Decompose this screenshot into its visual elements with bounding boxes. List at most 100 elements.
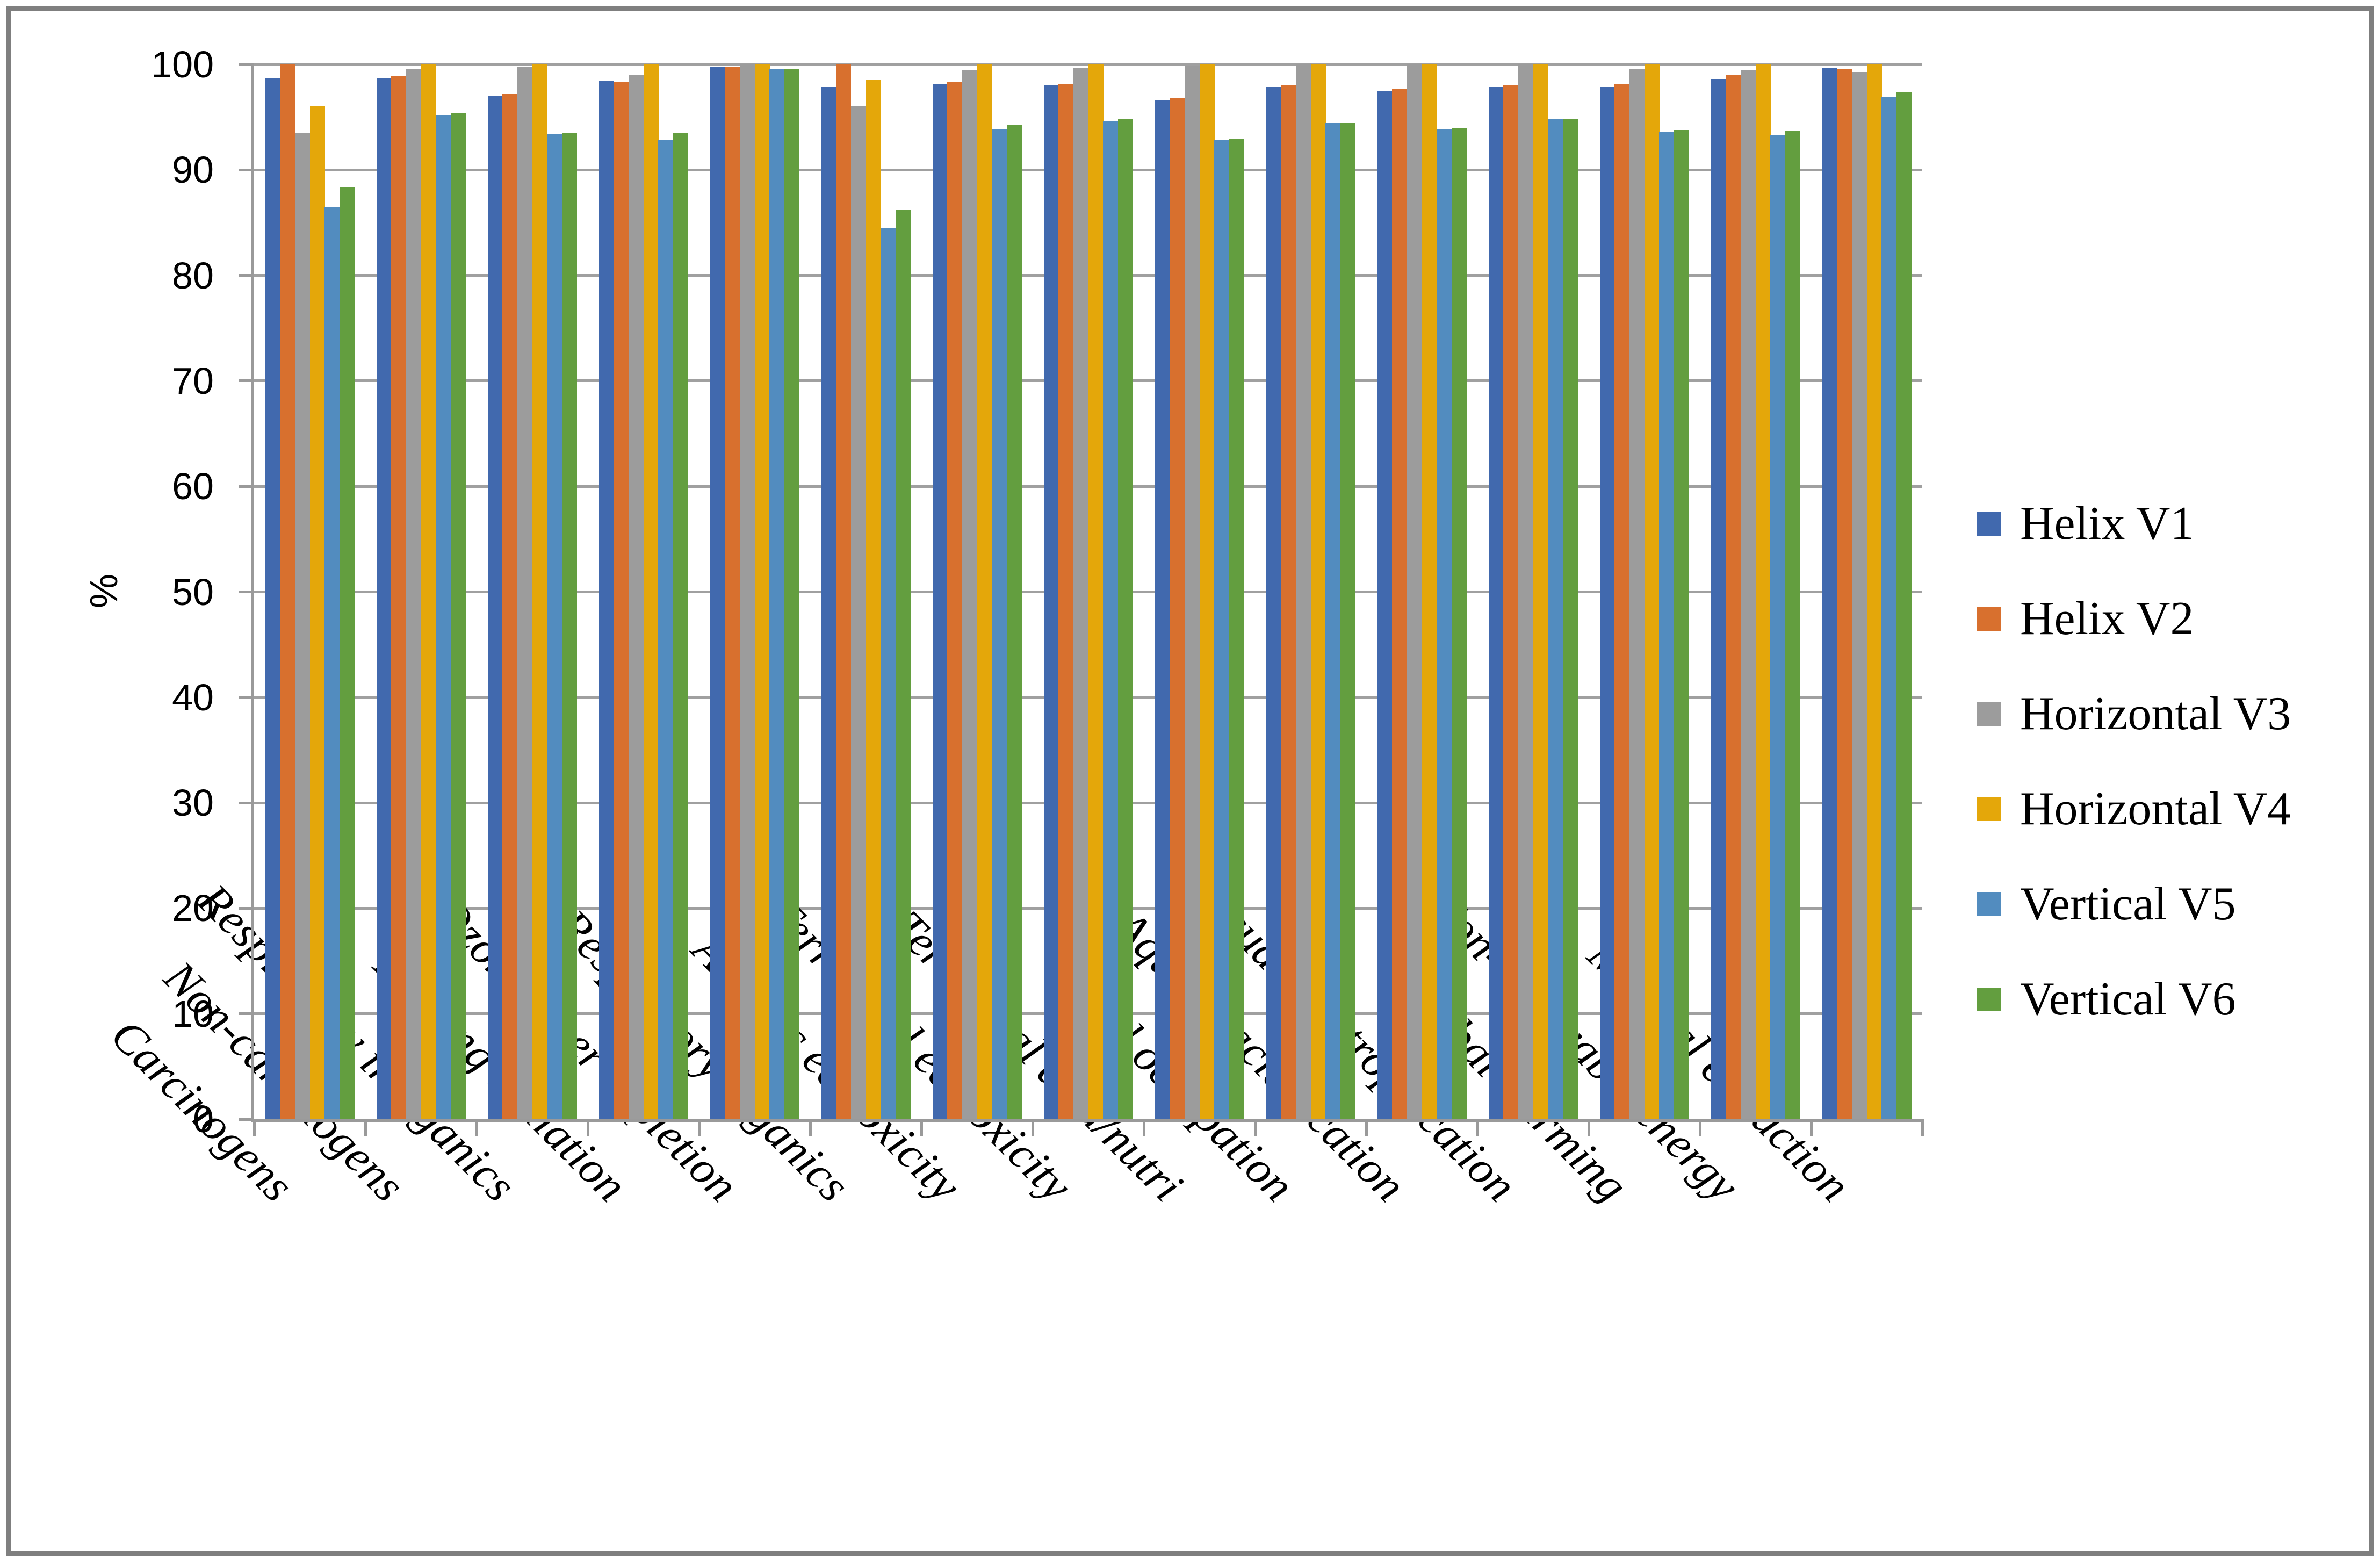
bar-helix-v1-mineral-extraction [1822,67,1837,1119]
bar-helix-v1-terrestrial-ecotoxicity [1043,85,1059,1119]
bar-vertical-v5-terrestrial-ecotoxicity [1103,121,1119,1119]
y-tick-30 [239,801,254,804]
x-tick-15 [1921,1119,1924,1136]
legend-marker-helix-v1 [1977,512,2001,536]
y-tick-100 [239,63,254,66]
legend-marker-horizontal-v4 [1977,797,2001,821]
bar-vertical-v6-ionizing-radiation [673,133,688,1119]
bar-horizontal-v4-aquatic-acidification [1422,64,1437,1119]
y-tick-label-70: 70 [172,359,214,402]
bar-vertical-v5-aquatic-acidification [1437,128,1452,1119]
bar-helix-v1-non-carcinogens [376,78,392,1119]
x-tick-0 [253,1119,256,1136]
bar-helix-v1-aquatic-ecotoxicity [932,84,948,1119]
y-tick-label-0: 0 [193,1098,214,1140]
bar-vertical-v6-mineral-extraction [1896,92,1912,1119]
bar-horizontal-v4-terrestrial-ecotoxicity [1088,64,1104,1119]
bar-helix-v2-aquatic-acidification [1392,89,1408,1119]
bar-vertical-v5-carcinogens [324,207,340,1119]
bar-vertical-v6-ozone-layer-depletion [784,68,799,1119]
y-tick-60 [239,485,254,488]
bar-vertical-v5-ionizing-radiation [658,140,674,1119]
bar-horizontal-v3-non-carcinogens [406,68,421,1119]
bar-helix-v1-ionizing-radiation [598,81,614,1119]
bar-horizontal-v4-non-renewable-energy [1755,64,1771,1119]
legend-label-horizontal-v4: Horizontal V4 [2020,783,2291,835]
bar-helix-v1-respiratory-inorganics [487,96,503,1119]
bar-horizontal-v4-carcinogens [309,105,325,1119]
bar-vertical-v5-terrestrial-acid-nutri [1214,140,1230,1119]
bar-helix-v2-ozone-layer-depletion [725,66,740,1119]
x-tick-7 [1031,1119,1034,1136]
bar-vertical-v5-non-renewable-energy [1770,135,1786,1119]
legend-label-vertical-v6: Vertical V6 [2020,973,2236,1025]
bar-helix-v2-global-warming [1614,84,1630,1119]
bar-vertical-v6-aquatic-eutrophication [1562,119,1578,1119]
bar-vertical-v5-respiratory-inorganics [547,134,562,1119]
bar-vertical-v5-non-carcinogens [436,115,451,1119]
bar-vertical-v6-respiratory-organics [895,210,911,1119]
bar-helix-v2-terrestrial-ecotoxicity [1058,84,1074,1119]
x-tick-1 [364,1119,367,1136]
y-tick-80 [239,274,254,277]
x-tick-8 [1142,1119,1145,1136]
x-tick-11 [1476,1119,1479,1136]
y-tick-label-30: 30 [172,782,214,824]
y-tick-20 [239,906,254,910]
bar-helix-v2-mineral-extraction [1837,68,1852,1119]
y-tick-40 [239,696,254,699]
bar-vertical-v6-respiratory-inorganics [561,133,577,1119]
bar-helix-v2-carcinogens [280,64,295,1119]
bar-horizontal-v3-respiratory-inorganics [517,66,532,1119]
bar-horizontal-v3-ozone-layer-depletion [739,64,755,1119]
bar-helix-v2-terrestrial-acid-nutri [1170,98,1185,1119]
bar-horizontal-v3-global-warming [1629,68,1645,1119]
bar-helix-v2-ionizing-radiation [614,82,629,1119]
bar-horizontal-v4-mineral-extraction [1866,64,1882,1119]
bar-helix-v2-non-carcinogens [391,76,407,1119]
bar-horizontal-v3-respiratory-organics [850,105,866,1119]
bar-helix-v1-global-warming [1599,87,1615,1119]
x-tick-3 [586,1119,589,1136]
bar-helix-v2-respiratory-inorganics [502,93,518,1119]
y-tick-label-10: 10 [172,992,214,1035]
x-tick-13 [1698,1119,1701,1136]
y-tick-label-20: 20 [172,887,214,930]
bar-vertical-v6-non-carcinogens [450,113,466,1119]
bar-helix-v2-land-occupation [1281,85,1296,1119]
x-tick-2 [475,1119,478,1136]
bar-vertical-v5-global-warming [1659,132,1675,1119]
x-tick-9 [1253,1119,1257,1136]
bar-vertical-v5-ozone-layer-depletion [769,68,785,1119]
x-tick-12 [1587,1119,1590,1136]
bar-horizontal-v4-non-carcinogens [421,64,436,1119]
y-tick-0 [239,1118,254,1121]
y-tick-10 [239,1012,254,1016]
bar-vertical-v6-carcinogens [339,186,355,1119]
bar-horizontal-v4-land-occupation [1310,64,1326,1119]
y-tick-label-100: 100 [151,44,214,85]
bar-vertical-v6-aquatic-acidification [1451,127,1467,1119]
x-tick-4 [697,1119,701,1136]
legend-marker-horizontal-v3 [1977,702,2001,726]
bar-vertical-v5-aquatic-ecotoxicity [992,128,1007,1119]
x-axis-line [251,1119,1922,1122]
legend-label-vertical-v5: Vertical V5 [2020,878,2236,930]
bar-horizontal-v3-land-occupation [1295,64,1311,1119]
bar-horizontal-v3-terrestrial-acid-nutri [1184,65,1200,1119]
bar-vertical-v5-respiratory-organics [881,228,896,1119]
y-tick-label-80: 80 [172,254,214,297]
legend-label-helix-v2: Helix V2 [2020,593,2194,645]
x-tick-10 [1365,1119,1368,1136]
bar-helix-v1-non-renewable-energy [1711,79,1726,1119]
bar-helix-v1-carcinogens [265,78,280,1119]
bar-horizontal-v3-carcinogens [294,133,310,1119]
bar-helix-v1-aquatic-eutrophication [1488,87,1504,1119]
bar-helix-v2-respiratory-organics [836,64,852,1119]
y-tick-label-60: 60 [172,465,214,508]
bar-vertical-v5-mineral-extraction [1881,97,1897,1119]
bar-horizontal-v3-aquatic-acidification [1407,64,1422,1119]
bar-horizontal-v4-terrestrial-acid-nutri [1199,64,1215,1119]
bar-helix-v1-land-occupation [1266,87,1281,1119]
bar-horizontal-v3-ionizing-radiation [628,75,644,1119]
